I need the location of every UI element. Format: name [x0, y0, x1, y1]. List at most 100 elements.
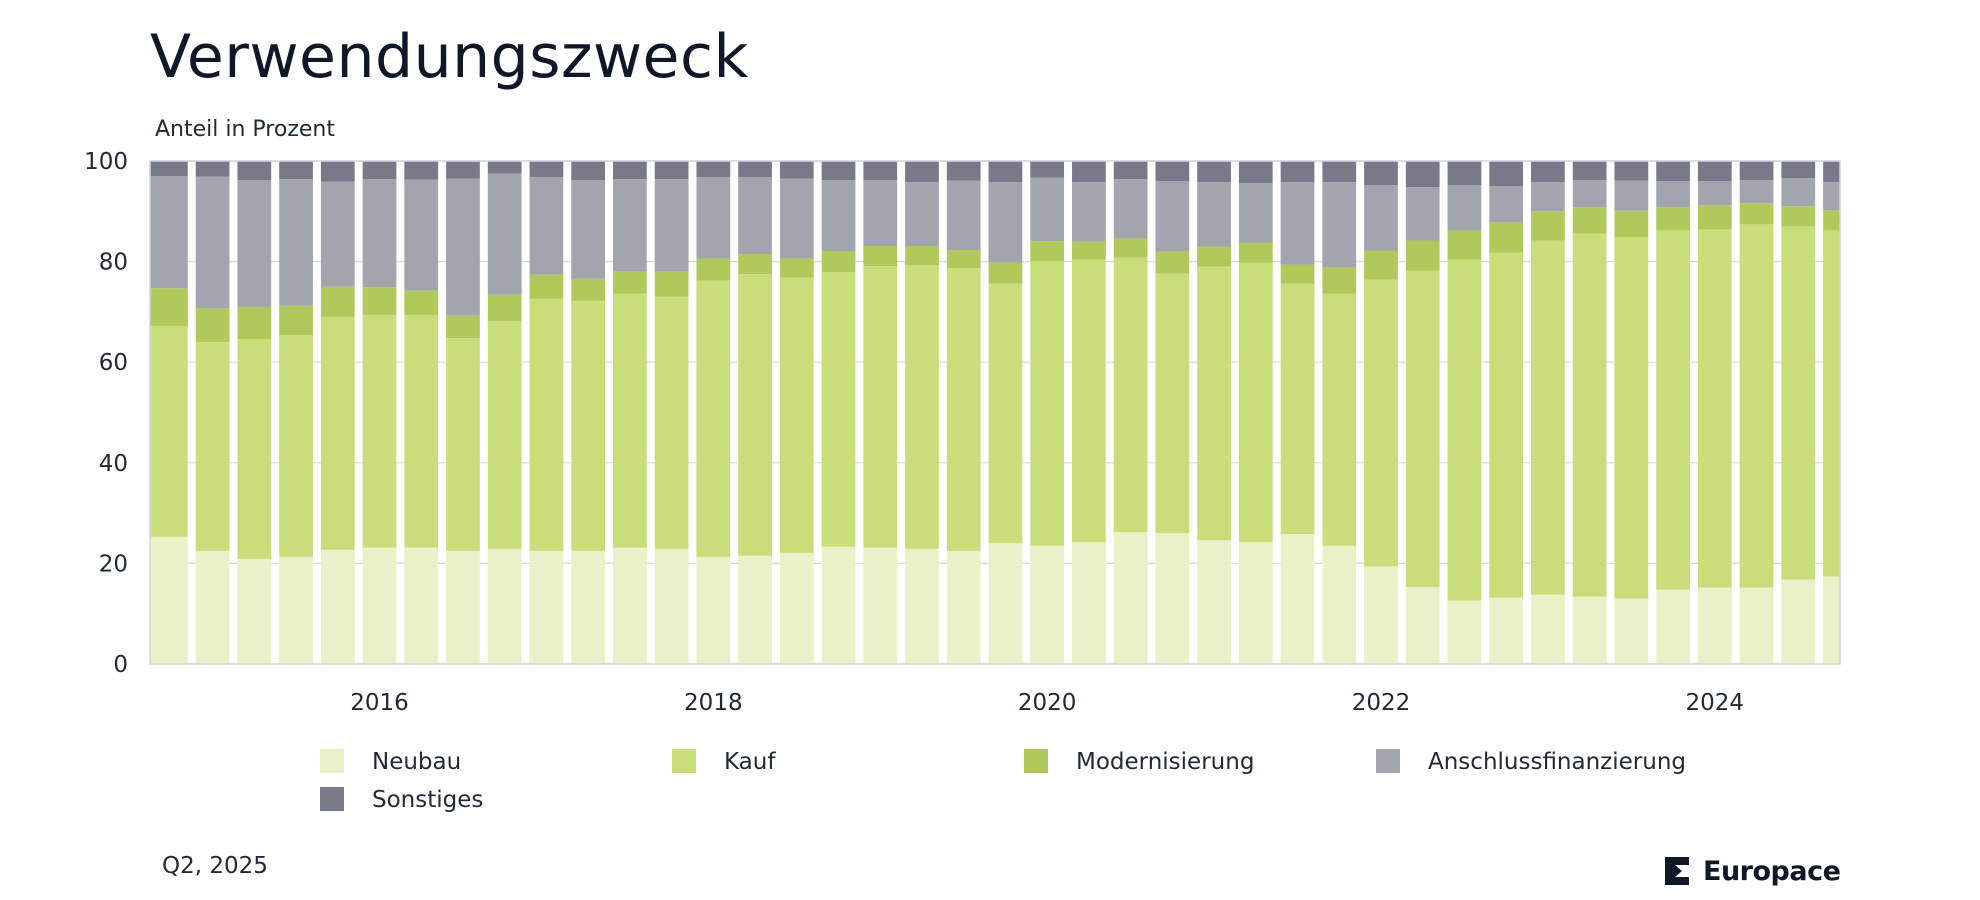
bar-segment-kauf	[1155, 273, 1190, 534]
bar-segment-kauf	[320, 316, 355, 550]
bar-segment-anschlussfinanzierung	[1739, 180, 1774, 204]
bar-segment-kauf	[571, 300, 606, 551]
bar-segment-sonstiges	[150, 161, 188, 177]
bar-segment-kauf	[696, 280, 731, 557]
bar-segment-sonstiges	[1739, 161, 1774, 181]
bar-segment-anschlussfinanzierung	[195, 176, 230, 309]
bar-segment-modernisierung	[1739, 203, 1774, 225]
bar-segment-kauf	[1280, 283, 1315, 535]
bar-segment-modernisierung	[1656, 207, 1690, 231]
bar-segment-sonstiges	[446, 161, 480, 179]
bar-segment-neubau	[1572, 596, 1607, 664]
bar-segment-anschlussfinanzierung	[1364, 185, 1398, 251]
bar-segment-neubau	[1489, 597, 1524, 664]
bar-segment-anschlussfinanzierung	[1072, 182, 1106, 242]
bar-segment-sonstiges	[821, 161, 856, 181]
y-axis-label: Anteil in Prozent	[155, 117, 335, 142]
bar-segment-kauf	[446, 338, 480, 551]
bar-segment-modernisierung	[1113, 238, 1148, 258]
bar-segment-modernisierung	[696, 258, 731, 281]
bar-segment-modernisierung	[1155, 251, 1190, 274]
bar-segment-sonstiges	[1322, 161, 1357, 183]
bar-segment-kauf	[279, 335, 313, 557]
bar-segment-anschlussfinanzierung	[1405, 187, 1440, 241]
bar-segment-neubau	[696, 556, 731, 664]
bar-segment-neubau	[150, 536, 188, 664]
bar-segment-neubau	[1280, 534, 1315, 664]
bar-segment-neubau	[1614, 598, 1649, 664]
bar-segment-neubau	[1739, 587, 1774, 664]
bar-segment-anschlussfinanzierung	[487, 173, 522, 295]
bar-segment-anschlussfinanzierung	[404, 179, 439, 291]
bar-segment-anschlussfinanzierung	[863, 180, 898, 247]
bar-segment-kauf	[1113, 257, 1148, 533]
bar-segment-modernisierung	[863, 246, 898, 267]
bar-segment-neubau	[362, 547, 397, 664]
bar-segment-anschlussfinanzierung	[946, 180, 981, 251]
bar-segment-kauf	[1781, 226, 1816, 580]
bar-segment-kauf	[487, 320, 522, 549]
y-axis-ticks: 0 20 40 60 80 100	[84, 149, 128, 678]
bar-segment-sonstiges	[1781, 161, 1816, 179]
bar-segment-modernisierung	[1072, 241, 1106, 260]
bar-segment-neubau	[571, 550, 606, 664]
y-tick-label: 80	[99, 250, 128, 276]
bar-segment-anschlussfinanzierung	[1781, 178, 1816, 207]
bar-segment-sonstiges	[1572, 161, 1607, 181]
bar-segment-anschlussfinanzierung	[320, 181, 355, 287]
bar-segment-sonstiges	[320, 161, 355, 182]
bar-segment-modernisierung	[1030, 240, 1065, 262]
bar-segment-sonstiges	[195, 161, 230, 177]
bar-segment-anschlussfinanzierung	[1113, 179, 1148, 239]
bar-segment-kauf	[404, 314, 439, 548]
bar-segment-sonstiges	[1280, 161, 1315, 183]
brand-name: Europace	[1703, 855, 1841, 887]
bar-segment-sonstiges	[738, 161, 772, 178]
bar-segment-modernisierung	[529, 274, 564, 299]
bar-segment-sonstiges	[654, 161, 689, 180]
bar-segment-neubau	[1113, 532, 1148, 664]
bar-segment-modernisierung	[237, 306, 272, 340]
bar-segment-modernisierung	[654, 271, 689, 297]
bar-segment-neubau	[237, 558, 272, 664]
bar-segment-sonstiges	[1238, 161, 1273, 184]
bar-segment-sonstiges	[1030, 161, 1065, 178]
bar-segment-neubau	[863, 547, 898, 664]
bar-segment-anschlussfinanzierung	[1531, 182, 1565, 212]
bar-segment-sonstiges	[696, 161, 731, 178]
bar-segment-anschlussfinanzierung	[529, 177, 564, 275]
bar-segment-kauf	[654, 296, 689, 549]
bar-segment-sonstiges	[404, 161, 439, 180]
bar-segment-sonstiges	[1113, 161, 1148, 180]
bar-segment-kauf	[1489, 252, 1524, 598]
bar-segment-sonstiges	[529, 161, 564, 178]
bar-segment-kauf	[1322, 293, 1357, 546]
x-axis-ticks: 2016 2018 2020 2022 2024	[350, 690, 1744, 716]
bar-segment-kauf	[1030, 261, 1065, 546]
bar-segment-neubau	[905, 548, 939, 664]
bar-segment-neubau	[988, 543, 1023, 664]
bar-segment-modernisierung	[905, 246, 939, 266]
bar-segment-sonstiges	[1197, 161, 1231, 183]
bar-segment-sonstiges	[1697, 161, 1732, 182]
bar-segment-neubau	[1030, 545, 1065, 664]
y-tick-label: 20	[99, 551, 128, 577]
bar-segment-neubau	[738, 555, 772, 664]
bar-segment-kauf	[529, 298, 564, 551]
bar-segment-neubau	[1072, 542, 1106, 664]
legend-swatch	[1376, 749, 1400, 773]
legend-label: Sonstiges	[372, 787, 483, 813]
bar-segment-kauf	[946, 268, 981, 551]
bar-segment-sonstiges	[988, 161, 1023, 183]
bar-segment-anschlussfinanzierung	[1030, 177, 1065, 241]
bar-segment-modernisierung	[1823, 210, 1840, 231]
x-tick-label: 2016	[350, 690, 409, 716]
bar-segment-sonstiges	[779, 161, 814, 179]
bar-segment-neubau	[1405, 587, 1440, 664]
bar-segment-kauf	[1405, 270, 1440, 588]
bar-segment-modernisierung	[613, 271, 647, 294]
bar-segment-anschlussfinanzierung	[362, 179, 397, 288]
bar-segment-neubau	[1238, 542, 1273, 664]
bar-segment-neubau	[654, 548, 689, 664]
bar-segment-modernisierung	[571, 278, 606, 301]
